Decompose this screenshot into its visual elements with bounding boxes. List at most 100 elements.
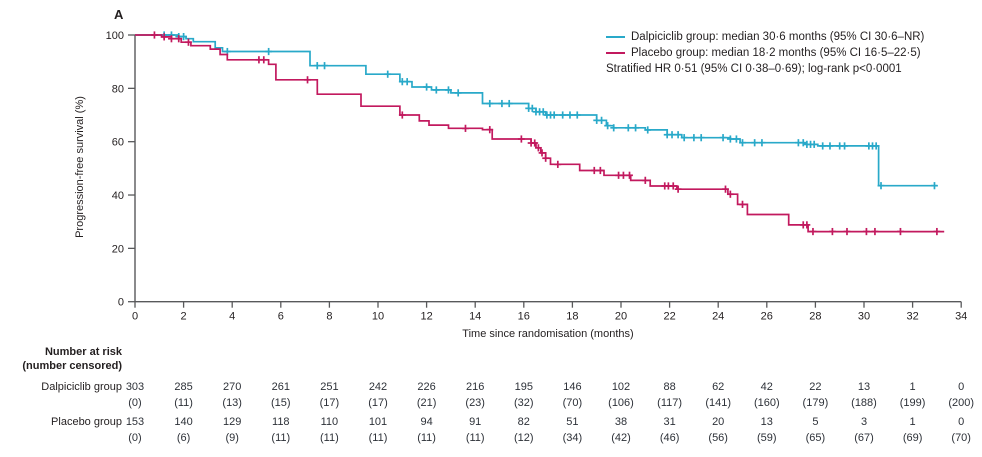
risk-value: 0 — [958, 416, 965, 428]
panel-label: A — [114, 7, 124, 22]
risk-censored-value: (56) — [708, 432, 728, 444]
risk-value: 20 — [712, 416, 725, 428]
legend: Dalpiciclib group: median 30·6 months (9… — [606, 29, 924, 77]
risk-censored-value: (0) — [128, 432, 142, 444]
risk-value: 195 — [514, 381, 533, 393]
risk-value: 242 — [368, 381, 388, 393]
risk-value: 31 — [663, 416, 676, 428]
risk-censored-value: (0) — [128, 397, 142, 409]
risk-censored-value: (46) — [659, 432, 680, 444]
risk-value: 285 — [174, 381, 193, 393]
x-tick-label: 20 — [615, 311, 627, 323]
x-tick-label: 24 — [712, 311, 724, 323]
x-tick-label: 28 — [809, 311, 821, 323]
risk-value: 303 — [125, 381, 145, 393]
placebo-line-swatch — [606, 52, 625, 54]
risk-value: 140 — [174, 416, 193, 428]
x-tick-label: 34 — [955, 311, 967, 323]
y-tick-label: 0 — [118, 297, 124, 309]
risk-censored-value: (11) — [174, 397, 193, 409]
risk-censored-value: (12) — [514, 432, 534, 444]
risk-censored-value: (11) — [368, 432, 388, 444]
x-tick-label: 2 — [181, 311, 187, 323]
risk-value: 51 — [566, 416, 579, 428]
risk-value: 1 — [909, 381, 916, 393]
dalpiciclib-line-swatch — [606, 36, 625, 38]
risk-censored-value: (188) — [851, 397, 877, 409]
y-tick-label: 20 — [112, 243, 124, 255]
legend-entry-label: Dalpiciclib group: median 30·6 months (9… — [631, 31, 925, 43]
x-tick-label: 0 — [132, 311, 138, 323]
x-tick-label: 6 — [278, 311, 284, 323]
risk-value: 82 — [517, 416, 530, 428]
risk-censored-value: (70) — [562, 397, 583, 409]
risk-censored-value: (67) — [854, 432, 874, 444]
risk-censored-value: (200) — [948, 397, 975, 409]
risk-value: 129 — [223, 416, 242, 428]
risk-value: 146 — [563, 381, 582, 393]
risk-censored-value: (9) — [225, 432, 239, 444]
risk-value: 261 — [271, 381, 290, 393]
risk-censored-value: (11) — [465, 432, 485, 444]
risk-censored-value: (34) — [562, 432, 583, 444]
risk-value: 38 — [614, 416, 628, 428]
risk-value: 42 — [760, 381, 773, 393]
risk-value: 91 — [469, 416, 482, 428]
risk-censored-value: (6) — [176, 432, 191, 444]
risk-value: 13 — [857, 381, 871, 393]
risk-censored-value: (65) — [805, 432, 826, 444]
x-tick-label: 8 — [326, 311, 332, 323]
risk-censored-value: (42) — [611, 432, 631, 444]
x-tick-label: 16 — [518, 311, 530, 323]
risk-value: 0 — [958, 381, 965, 393]
risk-censored-value: (11) — [320, 432, 339, 444]
risk-table-header-line1: Number at risk — [44, 346, 122, 358]
risk-value: 101 — [368, 416, 388, 428]
risk-censored-value: (141) — [705, 397, 732, 409]
risk-censored-value: (21) — [416, 397, 437, 409]
risk-value: 102 — [611, 381, 631, 393]
risk-censored-value: (15) — [271, 397, 291, 409]
x-axis-title: Time since randomisation (months) — [462, 328, 634, 340]
risk-value: 226 — [417, 381, 436, 393]
x-tick-label: 30 — [858, 311, 870, 323]
risk-value: 110 — [320, 416, 339, 428]
risk-value: 22 — [809, 381, 822, 393]
risk-value: 153 — [125, 416, 145, 428]
risk-table-header-line2: (number censored) — [22, 360, 122, 372]
legend-entry-label: Placebo group: median 18·2 months (95% C… — [631, 47, 921, 59]
x-tick-label: 12 — [420, 311, 432, 323]
y-tick-label: 60 — [112, 137, 124, 149]
y-tick-label: 80 — [112, 83, 124, 95]
risk-censored-value: (11) — [417, 432, 436, 444]
risk-value: 1 — [909, 416, 916, 428]
risk-value: 5 — [812, 416, 819, 428]
risk-row-label-placebo: Placebo group — [51, 416, 122, 428]
x-tick-label: 4 — [229, 311, 235, 323]
x-tick-label: 18 — [566, 311, 578, 323]
risk-value: 94 — [420, 416, 433, 428]
risk-censored-value: (70) — [951, 432, 971, 444]
y-tick-label: 40 — [112, 190, 124, 202]
risk-censored-value: (106) — [608, 397, 634, 409]
risk-censored-value: (32) — [514, 397, 534, 409]
risk-censored-value: (17) — [368, 397, 388, 409]
risk-censored-value: (179) — [802, 397, 829, 409]
risk-censored-value: (117) — [657, 397, 683, 409]
risk-censored-value: (23) — [465, 397, 485, 409]
risk-censored-value: (199) — [899, 397, 926, 409]
x-tick-label: 10 — [372, 311, 384, 323]
x-tick-label: 14 — [469, 311, 481, 323]
x-tick-label: 26 — [761, 311, 773, 323]
risk-censored-value: (160) — [753, 397, 780, 409]
risk-censored-value: (13) — [222, 397, 242, 409]
risk-value: 62 — [712, 381, 725, 393]
risk-censored-value: (59) — [757, 432, 777, 444]
legend-entry-placebo: Placebo group: median 18·2 months (95% C… — [606, 45, 924, 61]
risk-row-label-dalpiciclib: Dalpiciclib group — [41, 381, 122, 393]
risk-censored-value: (17) — [319, 397, 340, 409]
x-tick-label: 22 — [663, 311, 675, 323]
legend-entry-dalpiciclib: Dalpiciclib group: median 30·6 months (9… — [606, 29, 924, 45]
